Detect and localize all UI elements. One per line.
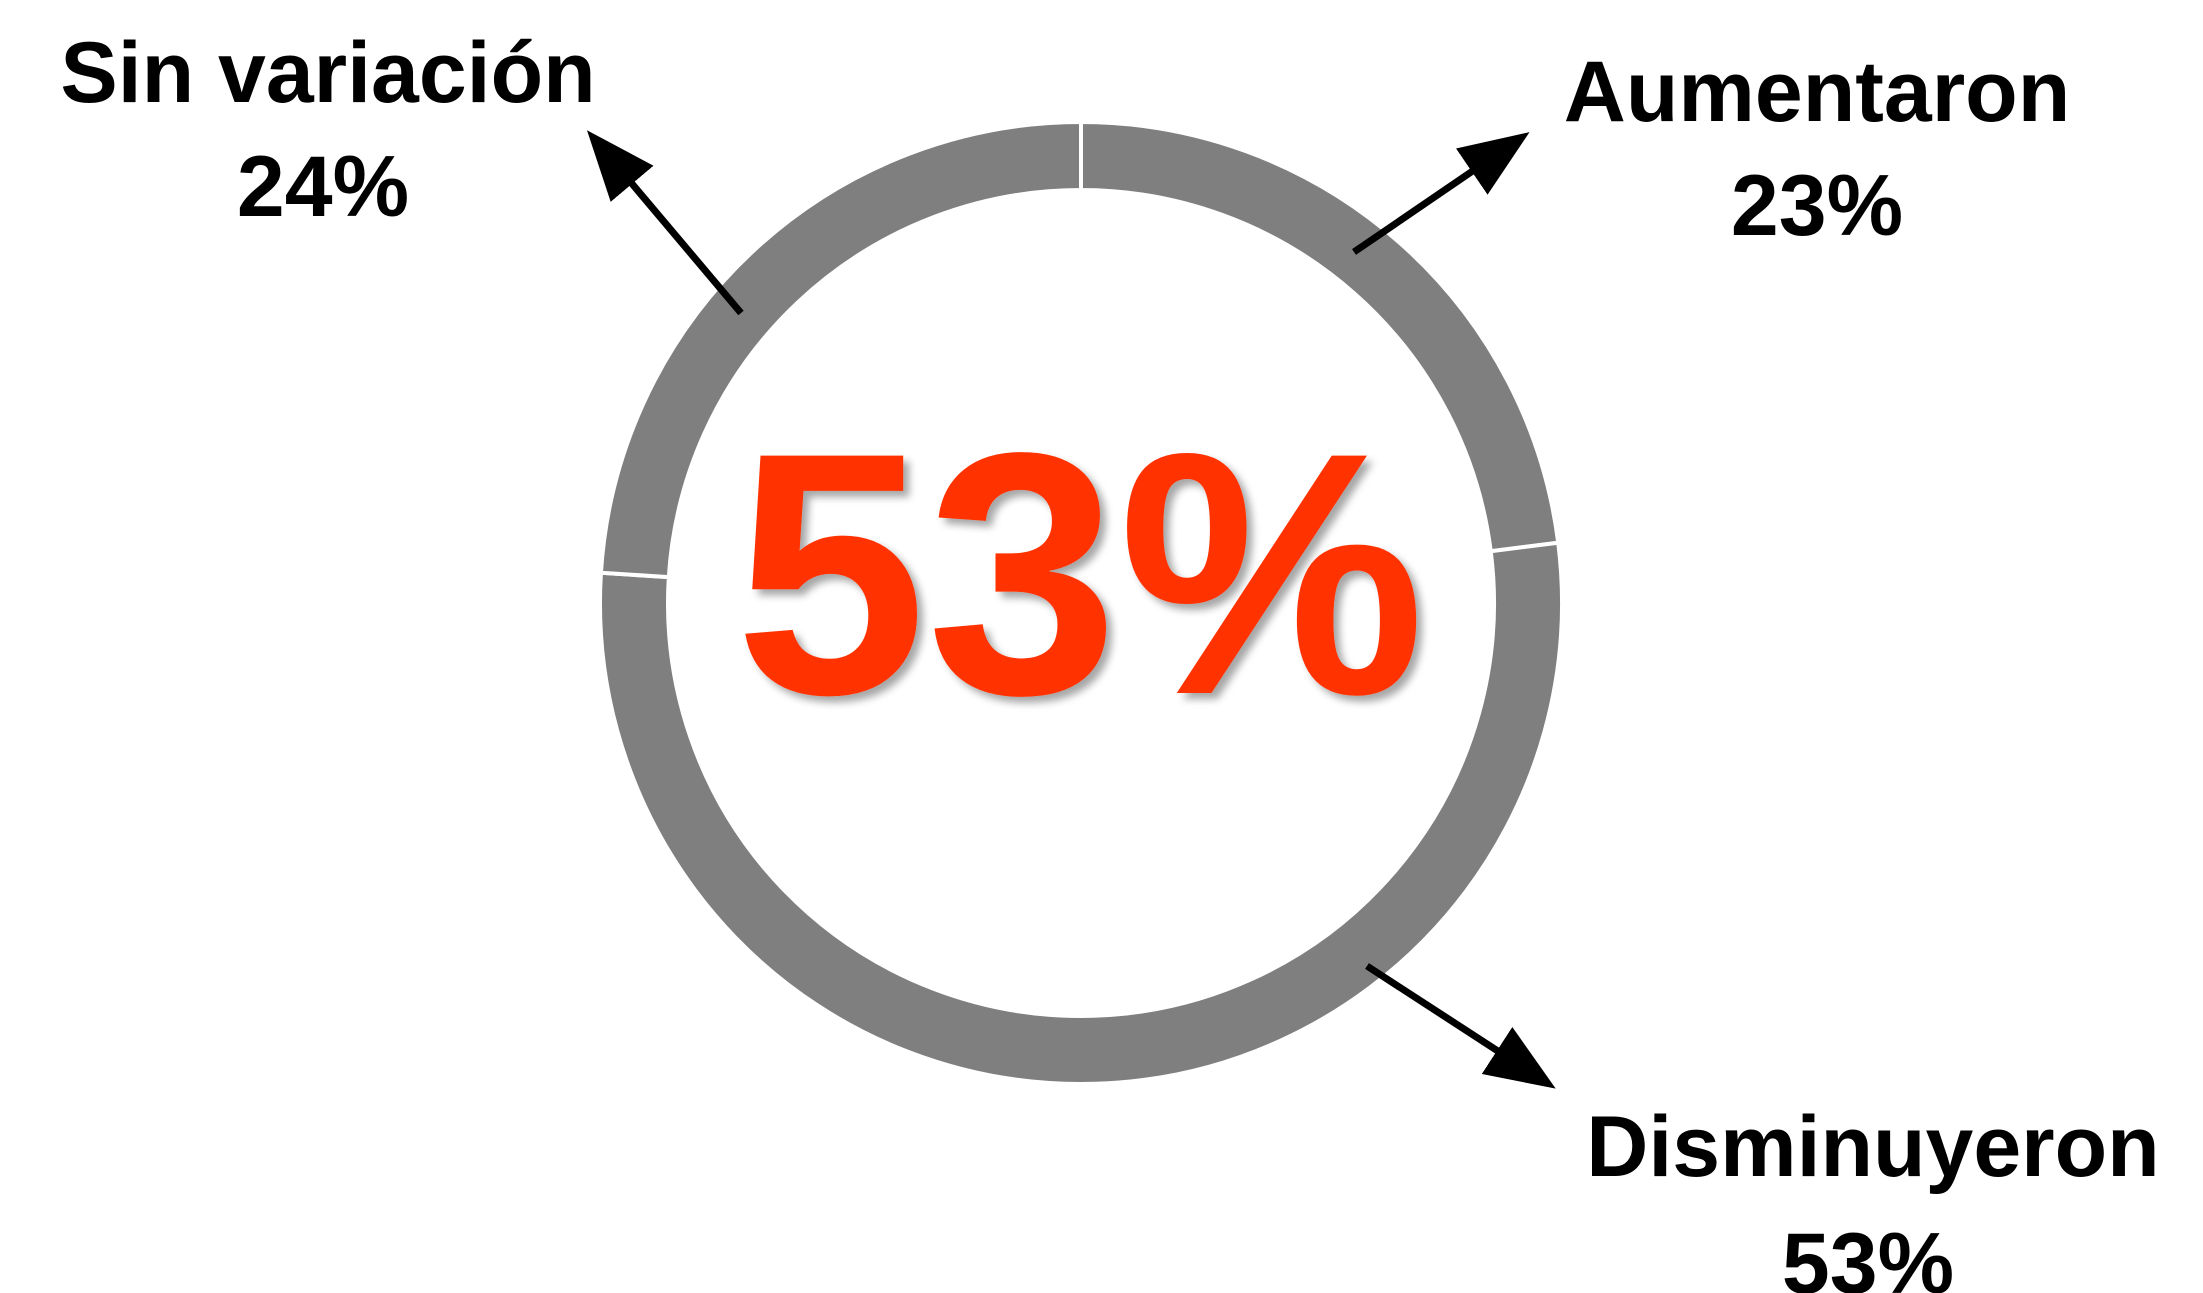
slice-labels: Sin variación 24% Aumentaron 23% Disminu… <box>60 25 2159 1293</box>
arrow-sin-variacion <box>586 130 744 316</box>
slice-label-sin-variacion-value: 24% <box>237 139 409 235</box>
slice-label-sin-variacion-name: Sin variación <box>60 25 595 121</box>
label-arrows <box>586 130 1556 1089</box>
donut-slice-sin-variacion <box>598 119 1083 580</box>
donut-slice-disminuyeron <box>598 540 1564 1086</box>
slice-label-aumentaron-name: Aumentaron <box>1564 44 2070 140</box>
slice-label-aumentaron-value: 23% <box>1731 158 1903 254</box>
arrow-disminuyeron <box>1365 963 1556 1089</box>
slice-label-disminuyeron-value: 53% <box>1782 1216 1954 1293</box>
arrow-aumentaron <box>1352 132 1530 255</box>
donut-segments <box>598 119 1564 1086</box>
center-value-label: 53% <box>735 382 1426 767</box>
slice-label-disminuyeron-name: Disminuyeron <box>1586 1099 2159 1195</box>
